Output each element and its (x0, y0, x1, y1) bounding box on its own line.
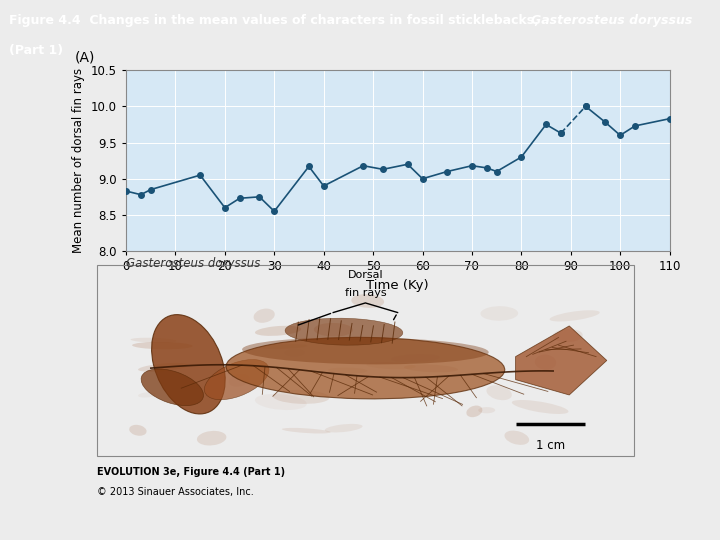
Ellipse shape (500, 313, 522, 327)
Text: Gasterosteus doryssus: Gasterosteus doryssus (531, 14, 693, 27)
Ellipse shape (204, 360, 269, 400)
Ellipse shape (282, 431, 327, 442)
Text: 1 cm: 1 cm (536, 439, 565, 452)
Ellipse shape (559, 419, 578, 425)
Ellipse shape (253, 392, 280, 402)
Ellipse shape (504, 336, 521, 347)
Ellipse shape (109, 432, 151, 444)
Ellipse shape (175, 338, 215, 351)
Ellipse shape (364, 309, 404, 318)
X-axis label: Time (Ky): Time (Ky) (366, 279, 429, 292)
Ellipse shape (310, 312, 350, 326)
Ellipse shape (152, 315, 225, 414)
Y-axis label: Mean number of dorsal fin rays: Mean number of dorsal fin rays (73, 68, 86, 253)
Ellipse shape (343, 335, 385, 344)
Ellipse shape (222, 430, 262, 436)
Ellipse shape (343, 370, 382, 379)
Ellipse shape (500, 420, 543, 434)
Text: Figure 4.4  Changes in the mean values of characters in fossil sticklebacks,: Figure 4.4 Changes in the mean values of… (9, 14, 543, 27)
Ellipse shape (189, 301, 224, 310)
Ellipse shape (285, 318, 402, 345)
Ellipse shape (143, 355, 171, 362)
Ellipse shape (185, 400, 221, 414)
Text: Dorsal: Dorsal (348, 271, 383, 280)
Text: © 2013 Sinauer Associates, Inc.: © 2013 Sinauer Associates, Inc. (97, 487, 254, 497)
Ellipse shape (124, 369, 140, 376)
Ellipse shape (258, 375, 298, 386)
Ellipse shape (233, 330, 262, 343)
Ellipse shape (528, 332, 581, 347)
Ellipse shape (465, 346, 516, 358)
Text: Gasterosteus doryssus: Gasterosteus doryssus (126, 257, 261, 270)
Ellipse shape (440, 382, 479, 390)
Text: (A): (A) (74, 51, 95, 65)
Ellipse shape (493, 411, 552, 423)
Ellipse shape (406, 380, 463, 395)
Text: EVOLUTION 3e, Figure 4.4 (Part 1): EVOLUTION 3e, Figure 4.4 (Part 1) (97, 467, 285, 477)
Ellipse shape (302, 442, 333, 450)
Polygon shape (516, 326, 607, 395)
Text: fin rays: fin rays (345, 288, 386, 298)
Ellipse shape (226, 338, 505, 399)
Ellipse shape (453, 331, 488, 341)
Text: (Part 1): (Part 1) (9, 44, 63, 57)
Ellipse shape (141, 369, 204, 406)
Ellipse shape (243, 405, 280, 412)
Ellipse shape (452, 342, 468, 348)
Ellipse shape (242, 338, 489, 364)
Ellipse shape (323, 294, 379, 305)
Ellipse shape (357, 357, 385, 368)
